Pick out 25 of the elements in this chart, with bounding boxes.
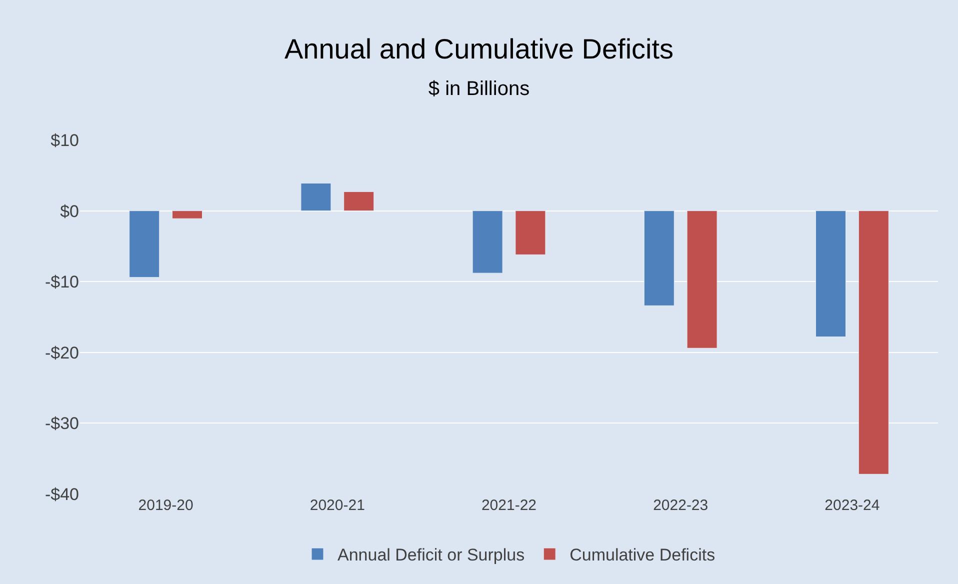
bar [858,210,889,474]
bar [472,210,503,274]
y-tick-label: $0 [60,202,79,221]
y-tick-label: $10 [50,130,79,150]
y-tick-label: -$10 [44,272,79,292]
bar [815,210,846,338]
y-tick-label: -$30 [44,414,79,434]
legend-label: Cumulative Deficits [570,546,716,565]
bar [686,210,718,348]
y-tick-label: -$20 [44,343,79,362]
x-tick-label: 2019-20 [138,497,194,514]
x-tick-label: 2021-22 [481,497,537,514]
x-tick-label: 2020-21 [310,497,365,514]
legend-label: Annual Deficit or Surplus [338,546,525,565]
x-tick-label: 2022-23 [653,497,708,514]
bar [344,191,374,212]
bar [300,182,332,212]
bar [515,210,546,255]
bar [129,210,160,278]
x-tick-label: 2023-24 [824,497,880,514]
bar [172,210,203,219]
chart-subtitle: $ in Billions [428,78,530,100]
y-tick-label: -$40 [44,484,79,504]
chart-title: Annual and Cumulative Deficits [284,33,674,64]
bar [644,210,674,306]
